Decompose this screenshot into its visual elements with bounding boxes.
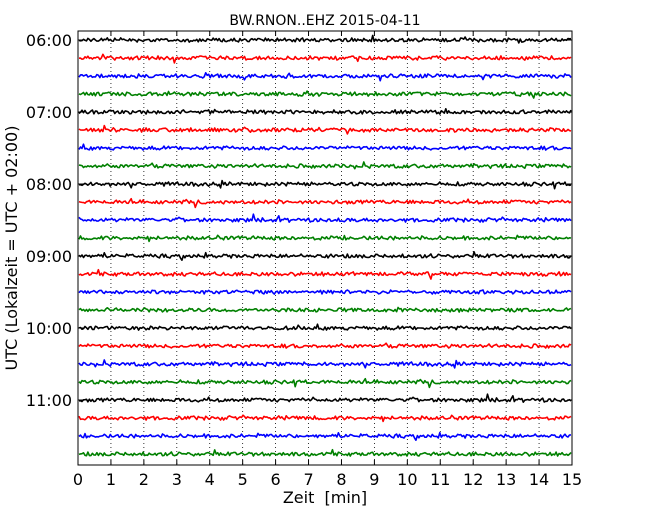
x-tick-label-12: 12 bbox=[463, 470, 483, 489]
x-tick-label-6: 6 bbox=[271, 470, 281, 489]
trace-0715 bbox=[78, 124, 572, 135]
trace-1115 bbox=[78, 414, 572, 423]
x-tick-label-11: 11 bbox=[430, 470, 450, 489]
trace-0915 bbox=[78, 268, 572, 280]
x-tick-label-9: 9 bbox=[369, 470, 379, 489]
x-tick-label-4: 4 bbox=[205, 470, 215, 489]
trace-1145 bbox=[78, 448, 572, 457]
x-tick-label-2: 2 bbox=[139, 470, 149, 489]
x-tick-label-8: 8 bbox=[336, 470, 346, 489]
y-tick-label-0700: 07:00 bbox=[26, 103, 72, 122]
trace-0830 bbox=[78, 213, 572, 223]
x-tick-label-14: 14 bbox=[529, 470, 549, 489]
trace-1000 bbox=[78, 323, 572, 331]
chart-title: BW.RNON..EHZ 2015-04-11 bbox=[229, 13, 420, 29]
y-tick-label-1000: 10:00 bbox=[26, 319, 72, 338]
x-tick-label-1: 1 bbox=[106, 470, 116, 489]
trace-0615 bbox=[78, 53, 572, 64]
x-axis: 0 1 2 3 4 5 6 7 8 9 10 11 12 13 14 15 bbox=[73, 31, 582, 489]
trace-0945 bbox=[78, 306, 572, 313]
trace-0845 bbox=[78, 234, 572, 243]
trace-0730 bbox=[78, 143, 572, 151]
plot-frame bbox=[77, 30, 573, 466]
grid-layer bbox=[110, 31, 540, 465]
y-tick-label-0900: 09:00 bbox=[26, 247, 72, 266]
trace-1045 bbox=[78, 377, 572, 389]
x-tick-label-15: 15 bbox=[562, 470, 582, 489]
trace-0815 bbox=[78, 197, 572, 209]
y-tick-label-0600: 06:00 bbox=[26, 31, 72, 50]
y-axis-label: UTC (Lokalzeit = UTC + 02:00) bbox=[2, 126, 21, 371]
x-tick-label-7: 7 bbox=[303, 470, 313, 489]
trace-0630 bbox=[78, 72, 572, 82]
y-axis: 06:00 07:00 08:00 09:00 10:00 11:00 bbox=[26, 31, 572, 410]
trace-1100 bbox=[79, 393, 572, 403]
x-axis-label: Zeit [min] bbox=[283, 488, 367, 507]
trace-0600 bbox=[78, 34, 572, 44]
trace-layer bbox=[78, 34, 572, 457]
y-tick-label-0800: 08:00 bbox=[26, 175, 72, 194]
x-tick-label-5: 5 bbox=[238, 470, 248, 489]
trace-0645 bbox=[78, 90, 572, 99]
trace-0930 bbox=[78, 289, 572, 295]
x-tick-label-10: 10 bbox=[397, 470, 417, 489]
x-tick-label-13: 13 bbox=[496, 470, 516, 489]
trace-0900 bbox=[78, 251, 572, 261]
trace-0745 bbox=[78, 161, 572, 170]
x-tick-label-0: 0 bbox=[73, 470, 83, 489]
trace-0800 bbox=[78, 179, 572, 190]
trace-1130 bbox=[78, 431, 572, 441]
x-tick-label-3: 3 bbox=[172, 470, 182, 489]
trace-1030 bbox=[78, 359, 572, 369]
trace-0700 bbox=[78, 108, 572, 115]
y-tick-label-1100: 11:00 bbox=[26, 391, 72, 410]
trace-1015 bbox=[78, 342, 572, 349]
